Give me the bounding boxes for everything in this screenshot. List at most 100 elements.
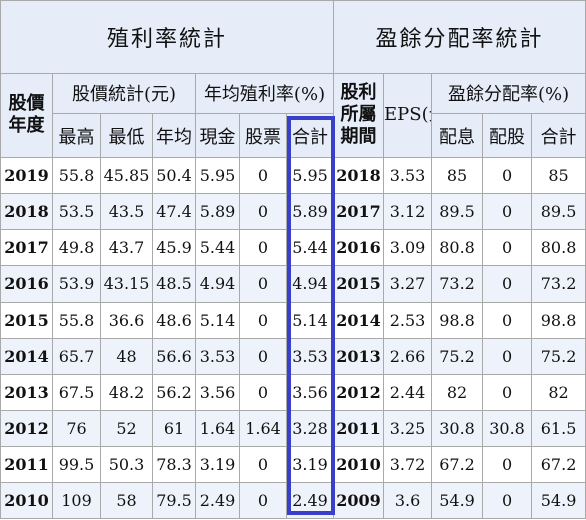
cell-cash: 1.64 bbox=[195, 409, 240, 447]
dividend-stats-header: 殖利率統計 bbox=[0, 0, 335, 74]
cell-p-cash: 89.5 bbox=[431, 193, 484, 231]
cell-year: 2013 bbox=[0, 373, 53, 411]
cell-low: 43.7 bbox=[100, 229, 153, 267]
cell-cash: 5.14 bbox=[195, 301, 240, 339]
cell-p-stock: 0 bbox=[482, 373, 533, 411]
cell-avg: 50.4 bbox=[152, 157, 196, 195]
cell-low: 48.2 bbox=[100, 373, 153, 411]
table-row: 2016 53.9 43.15 48.5 4.94 0 4.94 2015 3.27 73.2 0 7… bbox=[0, 265, 586, 303]
cell-eps: 3.72 bbox=[383, 445, 433, 483]
cell-stock: 0 bbox=[239, 481, 287, 520]
cell-period: 2010 bbox=[333, 445, 385, 483]
cell-year: 2016 bbox=[0, 265, 53, 303]
cell-cash: 5.44 bbox=[195, 229, 240, 267]
avg-yield-header: 年均殖利率(%) bbox=[194, 72, 335, 114]
cell-p-cash: 30.8 bbox=[431, 409, 484, 447]
cell-low: 43.5 bbox=[100, 193, 153, 231]
cell-year: 2011 bbox=[0, 445, 53, 483]
cash-header: 現金 bbox=[195, 112, 240, 159]
payout-stats-header: 盈餘分配率統計 bbox=[333, 0, 586, 74]
cell-stock: 0 bbox=[239, 445, 287, 483]
cell-cash: 5.95 bbox=[195, 157, 240, 195]
cell-high: 55.8 bbox=[52, 157, 101, 195]
cell-p-total: 85 bbox=[531, 157, 586, 195]
table-row: 2013 67.5 48.2 56.2 3.56 0 3.56 2012 2.44 82 0 82 bbox=[0, 373, 586, 411]
cell-eps: 3.53 bbox=[383, 157, 433, 195]
cell-eps: 2.66 bbox=[383, 337, 433, 375]
cell-eps: 3.6 bbox=[383, 481, 433, 520]
cell-total: 5.95 bbox=[285, 157, 335, 195]
low-header: 最低 bbox=[100, 112, 153, 159]
cell-p-cash: 82 bbox=[431, 373, 484, 411]
cell-eps: 3.09 bbox=[383, 229, 433, 267]
cell-avg: 56.2 bbox=[152, 373, 196, 411]
cell-high: 76 bbox=[52, 409, 101, 447]
cell-stock: 0 bbox=[239, 301, 287, 339]
total-header: 合計 bbox=[285, 112, 335, 159]
cell-p-cash: 67.2 bbox=[431, 445, 484, 483]
high-header: 最高 bbox=[52, 112, 101, 159]
cell-stock: 1.64 bbox=[239, 409, 287, 447]
cell-eps: 2.44 bbox=[383, 373, 433, 411]
cell-high: 49.8 bbox=[52, 229, 101, 267]
cell-cash: 5.89 bbox=[195, 193, 240, 231]
cell-low: 43.15 bbox=[100, 265, 153, 303]
cell-p-total: 89.5 bbox=[531, 193, 586, 231]
cell-total: 2.49 bbox=[285, 481, 335, 520]
cell-p-cash: 80.8 bbox=[431, 229, 484, 267]
cell-stock: 0 bbox=[239, 373, 287, 411]
cell-p-total: 82 bbox=[531, 373, 586, 411]
cell-low: 36.6 bbox=[100, 301, 153, 339]
table-row: 2014 65.7 48 56.6 3.53 0 3.53 2013 2.66 75.2 0 75.2 bbox=[0, 337, 586, 375]
cell-stock: 0 bbox=[239, 157, 287, 195]
cell-p-stock: 0 bbox=[482, 193, 533, 231]
cell-period: 2017 bbox=[333, 193, 385, 231]
price-stats-header: 股價統計(元) bbox=[52, 72, 196, 114]
cell-p-stock: 0 bbox=[482, 445, 533, 483]
cell-high: 67.5 bbox=[52, 373, 101, 411]
price-year-header: 股價年度 bbox=[0, 72, 53, 159]
cell-low: 45.85 bbox=[100, 157, 153, 195]
cell-p-stock: 0 bbox=[482, 337, 533, 375]
cell-period: 2011 bbox=[333, 409, 385, 447]
table-row: 2012 76 52 61 1.64 1.64 3.28 2011 3.25 30.8 30.8 61… bbox=[0, 409, 586, 447]
cell-total: 5.14 bbox=[285, 301, 335, 339]
cell-high: 109 bbox=[52, 481, 101, 520]
dividend-period-header: 股利所屬期間 bbox=[333, 72, 385, 159]
stock-header: 股票 bbox=[239, 112, 287, 159]
cell-total: 4.94 bbox=[285, 265, 335, 303]
cell-high: 53.9 bbox=[52, 265, 101, 303]
cell-p-stock: 0 bbox=[482, 481, 533, 520]
cell-total: 3.56 bbox=[285, 373, 335, 411]
cell-eps: 3.25 bbox=[383, 409, 433, 447]
cell-year: 2014 bbox=[0, 337, 53, 375]
cell-total: 3.53 bbox=[285, 337, 335, 375]
cell-total: 5.44 bbox=[285, 229, 335, 267]
cell-avg: 47.4 bbox=[152, 193, 196, 231]
table-row: 2015 55.8 36.6 48.6 5.14 0 5.14 2014 2.53 98.8 0 98… bbox=[0, 301, 586, 339]
cell-cash: 3.56 bbox=[195, 373, 240, 411]
payout-total-header: 合計 bbox=[531, 112, 586, 159]
cell-avg: 56.6 bbox=[152, 337, 196, 375]
cell-avg: 48.5 bbox=[152, 265, 196, 303]
cell-stock: 0 bbox=[239, 265, 287, 303]
cell-high: 65.7 bbox=[52, 337, 101, 375]
cell-year: 2018 bbox=[0, 193, 53, 231]
cell-low: 52 bbox=[100, 409, 153, 447]
cell-p-stock: 0 bbox=[482, 301, 533, 339]
cell-total: 5.89 bbox=[285, 193, 335, 231]
cell-avg: 78.3 bbox=[152, 445, 196, 483]
cell-p-cash: 85 bbox=[431, 157, 484, 195]
cell-p-total: 73.2 bbox=[531, 265, 586, 303]
cell-p-stock: 0 bbox=[482, 157, 533, 195]
table-row: 2019 55.8 45.85 50.4 5.95 0 5.95 2018 3.53 85 0 85 bbox=[0, 157, 586, 195]
table-row: 2017 49.8 43.7 45.9 5.44 0 5.44 2016 3.09 80.8 0 80… bbox=[0, 229, 586, 267]
cell-year: 2019 bbox=[0, 157, 53, 195]
cell-year: 2015 bbox=[0, 301, 53, 339]
table-row: 2018 53.5 43.5 47.4 5.89 0 5.89 2017 3.12 89.5 0 89… bbox=[0, 193, 586, 231]
cell-p-stock: 0 bbox=[482, 265, 533, 303]
cell-low: 50.3 bbox=[100, 445, 153, 483]
cell-low: 58 bbox=[100, 481, 153, 520]
avg-header: 年均 bbox=[152, 112, 196, 159]
